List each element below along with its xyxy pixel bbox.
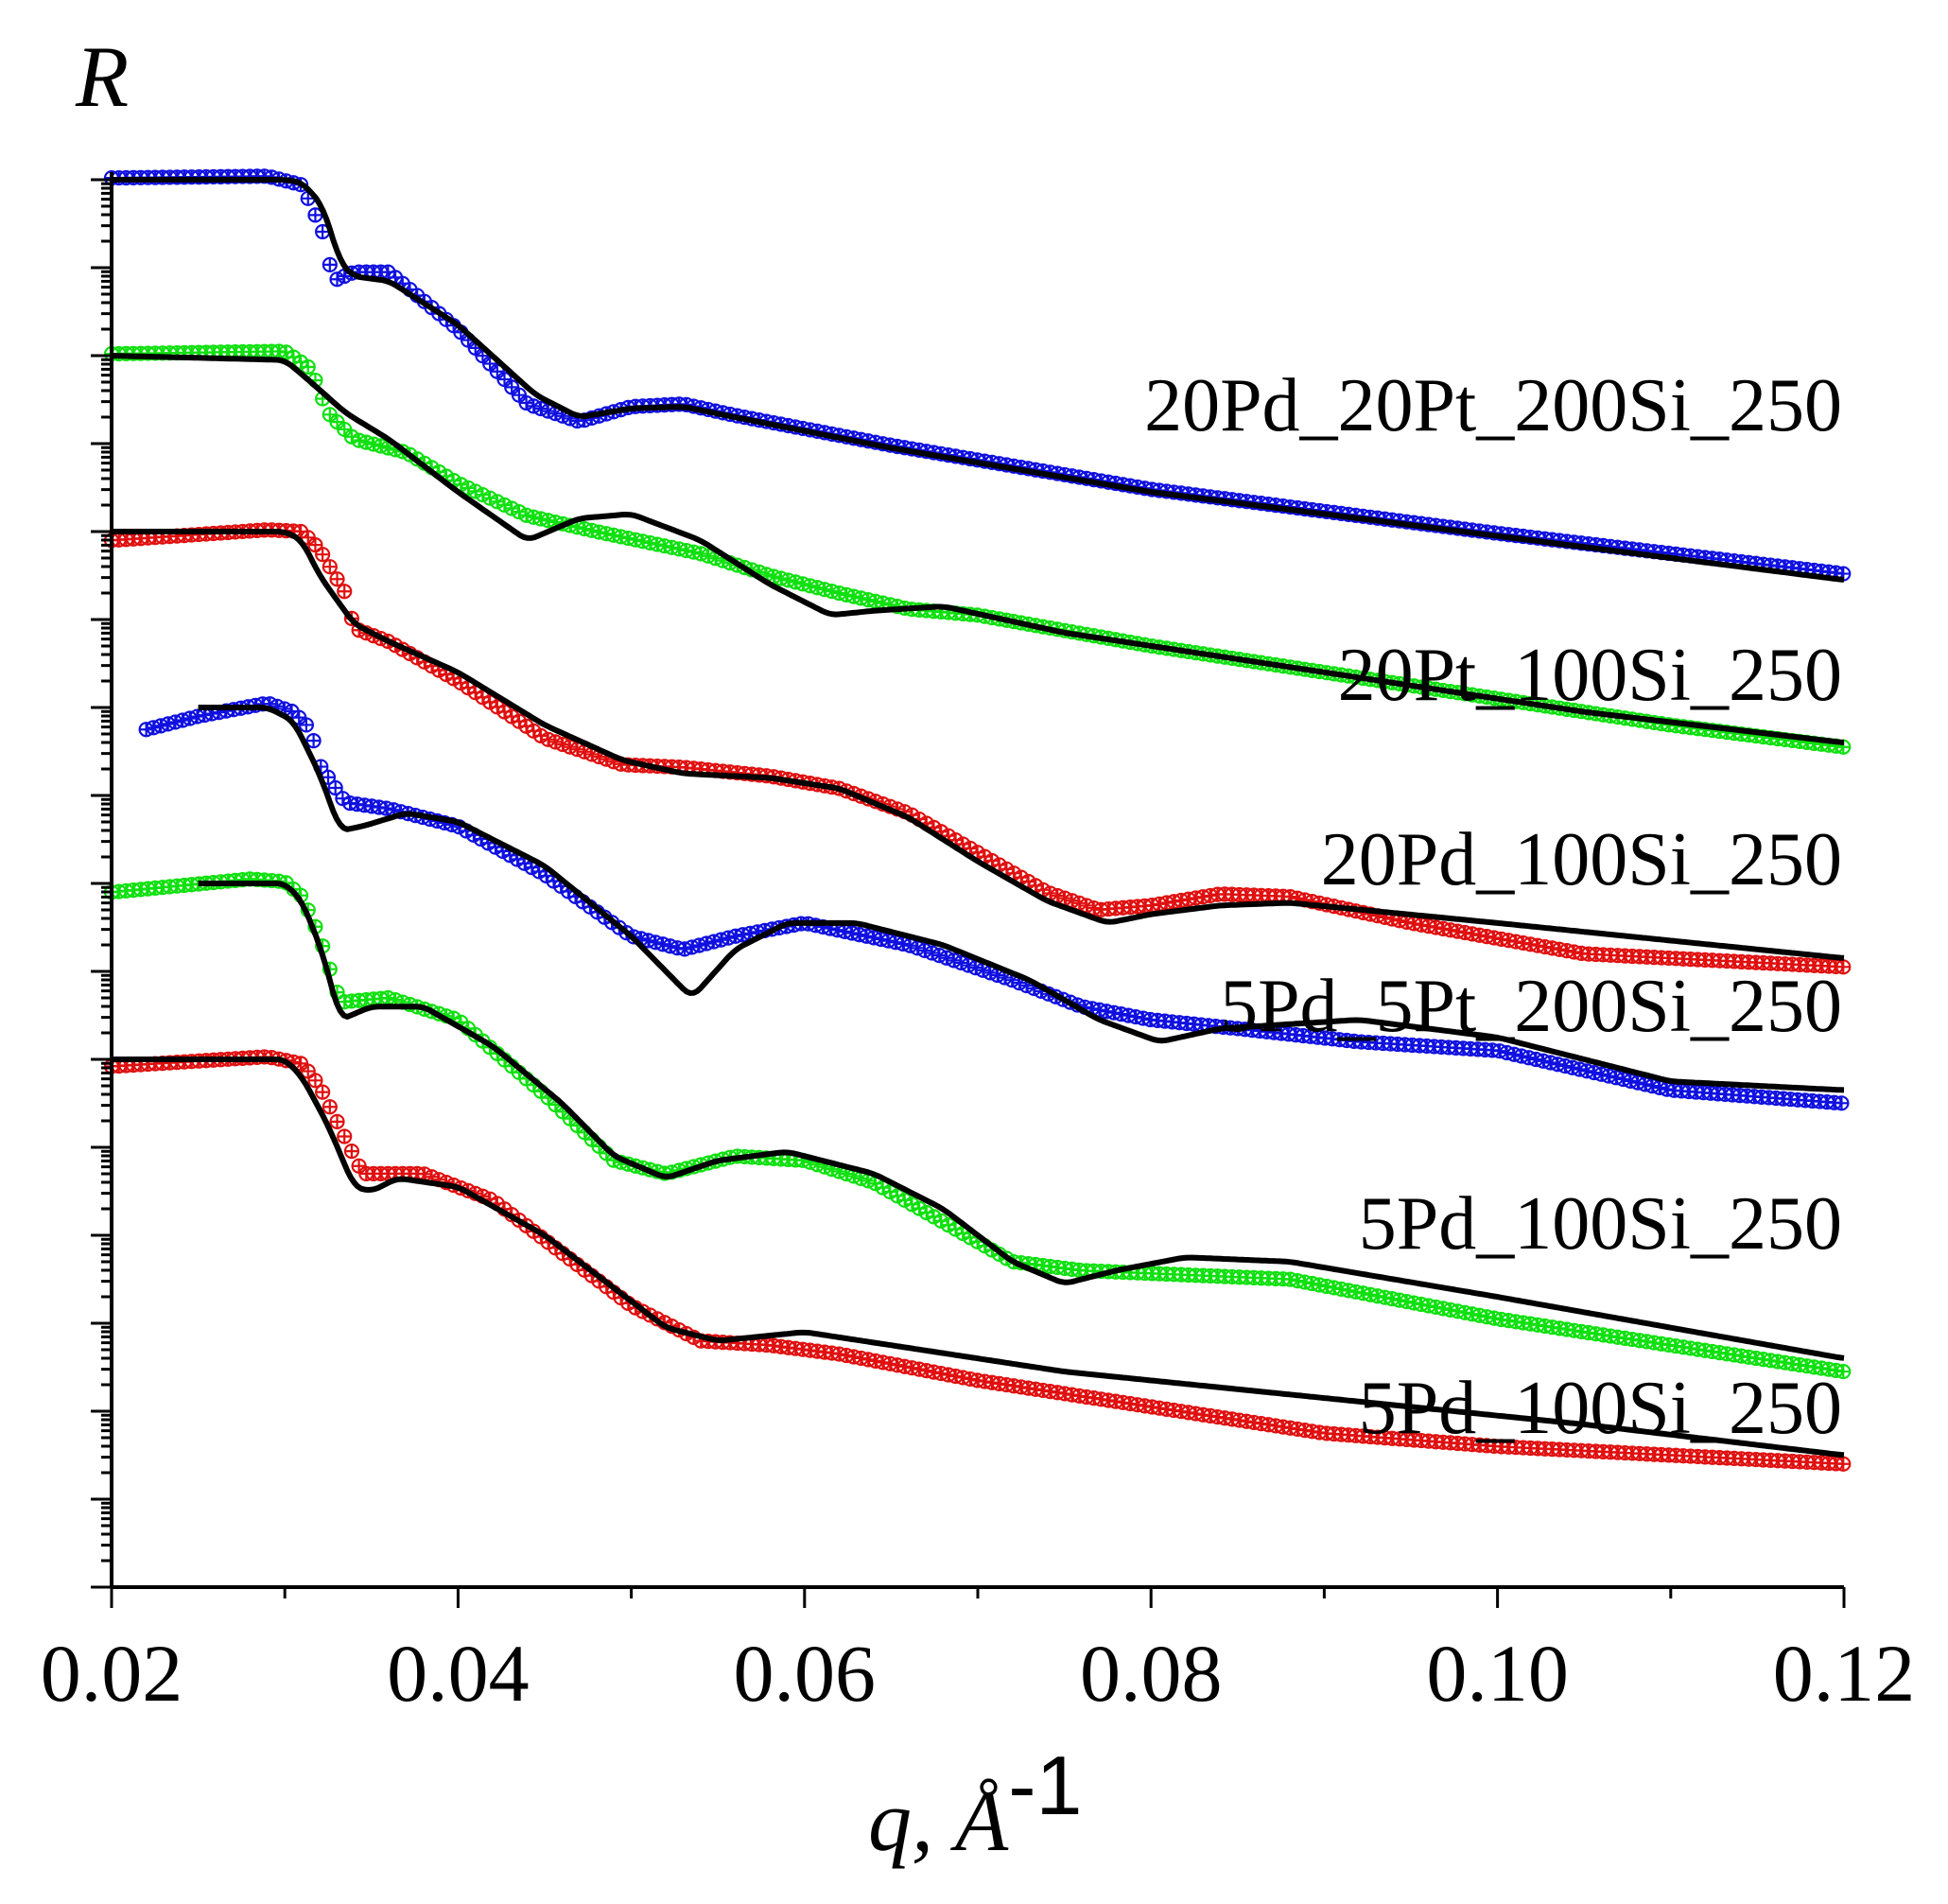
data-point-cross xyxy=(292,710,306,725)
data-point-cross xyxy=(316,548,330,562)
fit-line-4 xyxy=(198,881,1845,1361)
fit-line-0 xyxy=(112,177,1845,583)
plot-area xyxy=(103,168,1852,1472)
data-series-2 xyxy=(103,522,1852,975)
fit-line-1 xyxy=(112,353,1845,745)
sample-labels: 20Pd_20Pt_200Si_250 20Pt_100Si_250 20Pd_10… xyxy=(1144,364,1842,1450)
data-point-cross xyxy=(308,538,322,552)
axis-ticks: 0.02 0.04 0.06 0.08 0.10 0.12 xyxy=(41,178,1916,1719)
x-axis-title-text: q, Å xyxy=(868,1773,1009,1869)
data-point-cross xyxy=(322,408,337,422)
data-point-cross xyxy=(1835,1096,1849,1110)
sample-label: 20Pt_100Si_250 xyxy=(1338,634,1842,717)
x-tick-label: 0.06 xyxy=(734,1628,877,1719)
data-point-cross xyxy=(328,780,342,795)
sample-label: 20Pd_20Pt_200Si_250 xyxy=(1144,364,1842,447)
data-point-cross xyxy=(316,224,330,238)
data-point-cross xyxy=(299,718,313,732)
data-point-cross xyxy=(322,257,337,271)
data-point-cross xyxy=(322,560,337,574)
data-point-cross xyxy=(1836,1365,1851,1379)
data-point-cross xyxy=(1836,960,1851,974)
data-point-cross xyxy=(490,364,504,378)
x-tick-label: 0.04 xyxy=(387,1628,530,1719)
data-point-cross xyxy=(338,422,352,436)
data-point-cross xyxy=(483,357,497,371)
data-point-cross xyxy=(338,585,352,599)
data-point-cross xyxy=(512,388,526,402)
data-point-cross xyxy=(344,1144,358,1159)
data-point-cross xyxy=(308,208,322,222)
data-point-cross xyxy=(316,1085,330,1099)
data-point-cross xyxy=(497,373,512,387)
x-tick-label: 0.08 xyxy=(1080,1628,1223,1719)
fit-line-3 xyxy=(198,705,1845,1093)
data-point-cross xyxy=(505,380,519,394)
sample-label: 5Pd_100Si_250 xyxy=(1359,1367,1842,1450)
data-point-cross xyxy=(1836,1457,1851,1471)
x-tick-label: 0.02 xyxy=(41,1628,183,1719)
data-point-cross xyxy=(330,572,344,586)
data-point-cross xyxy=(301,191,315,205)
data-point-cross xyxy=(476,349,490,363)
data-point-cross xyxy=(338,1129,352,1144)
data-point-cross xyxy=(330,415,344,429)
data-point-cross xyxy=(301,359,315,374)
fit-line-2 xyxy=(112,529,1845,961)
x-tick-label: 0.10 xyxy=(1426,1628,1569,1719)
data-point-cross xyxy=(308,1074,322,1088)
sample-label: 5Pd_5Pt_200Si_250 xyxy=(1220,965,1842,1048)
sample-label: 20Pd_100Si_250 xyxy=(1321,818,1842,901)
y-axis-title: R xyxy=(75,28,129,125)
x-axis-title: q, Å-1 xyxy=(868,1738,1082,1869)
data-point-cross xyxy=(352,1159,366,1173)
data-point-cross xyxy=(294,1057,308,1071)
data-point-cross xyxy=(322,770,335,784)
data-series-3 xyxy=(138,696,1850,1111)
x-axis-title-exponent: -1 xyxy=(1008,1738,1082,1832)
fit-line-5 xyxy=(112,1057,1845,1459)
data-point-cross xyxy=(301,1064,315,1078)
data-point-cross xyxy=(322,1100,337,1114)
data-point-cross xyxy=(330,1114,344,1128)
x-tick-label: 0.12 xyxy=(1773,1628,1916,1719)
sample-label: 5Pd_100Si_250 xyxy=(1359,1182,1842,1266)
data-point-cross xyxy=(306,734,321,748)
data-point-cross xyxy=(301,531,315,545)
